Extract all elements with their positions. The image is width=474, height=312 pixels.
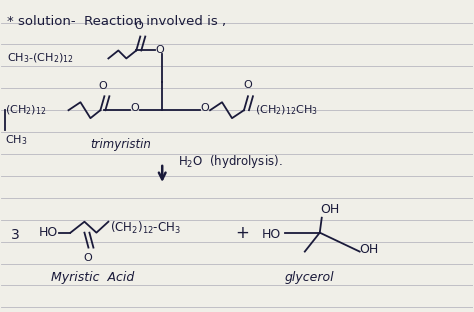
Text: O: O [155, 46, 164, 56]
Text: O: O [244, 80, 252, 90]
Text: HO: HO [38, 226, 58, 239]
Text: +: + [235, 224, 249, 242]
Text: * solution-  Reaction involved is ,: * solution- Reaction involved is , [7, 15, 226, 28]
Text: O: O [200, 103, 209, 113]
Text: glycerol: glycerol [285, 271, 335, 285]
Text: OH: OH [360, 243, 379, 256]
Text: Myristic  Acid: Myristic Acid [51, 271, 134, 285]
Text: $\mathsf{(CH_2)_{12}CH_3}$: $\mathsf{(CH_2)_{12}CH_3}$ [255, 103, 318, 117]
Text: $\mathsf{CH_3\text{-}(CH_2)_{12}}$: $\mathsf{CH_3\text{-}(CH_2)_{12}}$ [7, 52, 73, 65]
Text: HO: HO [262, 228, 281, 241]
Text: 3: 3 [11, 228, 19, 242]
Text: O: O [134, 21, 143, 31]
Text: $\mathsf{H_2O}$  (hydrolysis).: $\mathsf{H_2O}$ (hydrolysis). [178, 153, 283, 170]
Text: $\mathsf{CH_3}$: $\mathsf{CH_3}$ [5, 133, 27, 147]
Text: trimyristin: trimyristin [91, 138, 151, 151]
Text: OH: OH [320, 203, 339, 216]
Text: O: O [130, 103, 139, 113]
Text: O: O [98, 81, 107, 91]
Text: $\mathsf{(CH_2)_{12}\text{-}CH_3}$: $\mathsf{(CH_2)_{12}\text{-}CH_3}$ [110, 220, 181, 236]
Text: O: O [83, 253, 92, 263]
Text: $\mathsf{(CH_2)_{12}}$: $\mathsf{(CH_2)_{12}}$ [5, 103, 46, 117]
